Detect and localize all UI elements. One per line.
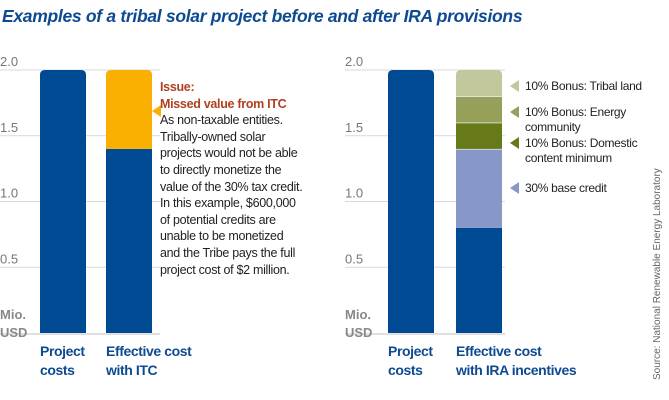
category-line: with IRA incentives [456,362,577,378]
legend-label: 10% Bonus: Domestic [525,136,638,150]
y-tick-label: 1.0 [0,186,18,201]
category-label-effective-ira: Effective cost with IRA incentives [456,342,577,380]
arrow-icon [510,137,519,149]
legend-base-credit: 30% base credit [525,181,607,196]
issue-annotation: Issue: Missed value from ITC As non-taxa… [160,79,303,278]
bar-segment [456,96,502,123]
legend-label: 10% Bonus: Energy [525,105,626,119]
category-line: costs [388,362,423,378]
y-tick-label: 0.5 [0,251,18,266]
issue-heading: Issue: [160,80,195,94]
legend-label: 10% Bonus: Tribal land [525,79,642,93]
category-line: Effective cost [106,343,192,359]
annotation-line: In this example, $600,000 [160,196,296,211]
annotation-line: and the Tribe pays the full [160,245,296,260]
bar-segment [456,122,502,149]
category-line: Effective cost [456,343,542,359]
y-tick-label: 0.5 [345,251,363,266]
legend-tribal-land: 10% Bonus: Tribal land [525,79,642,94]
annotation-line: Tribally-owned solar [160,129,266,144]
category-label-project-costs: Project costs [40,342,85,380]
bar-segment [456,70,502,97]
bar-segment [388,70,434,333]
legend-energy-community: 10% Bonus: Energy community [525,105,626,135]
category-label-effective-itc: Effective cost with ITC [106,342,192,380]
annotation-line: to directly monetize the [160,162,282,177]
chart-title: Examples of a tribal solar project befor… [2,6,523,26]
legend-label: 30% base credit [525,181,607,195]
annotation-line: unable to be monetized [160,229,284,244]
arrow-icon [152,105,161,117]
bar-segment [40,70,86,333]
bar-segment [106,70,152,149]
arrow-icon [510,80,519,92]
legend-domestic-content: 10% Bonus: Domestic content minimum [525,136,638,166]
y-tick-label: 1.5 [0,120,18,135]
annotation-line: of potential credits are [160,212,276,227]
y-tick-label: 1.5 [345,120,363,135]
category-label-project-costs-2: Project costs [388,342,433,380]
category-line: Project [40,343,85,359]
y-axis-label: USD [345,325,372,340]
y-tick-label: 2.0 [0,54,18,69]
category-line: Project [388,343,433,359]
issue-text: As non-taxable entities. Tribally-owned s… [160,112,303,278]
legend-label: content minimum [525,151,612,165]
y-tick-label: 2.0 [345,54,363,69]
y-axis-label: Mio. [345,307,371,322]
annotation-line: projects would not be able [160,146,298,161]
bar-segment [106,148,152,333]
bar-segment [456,148,502,228]
arrow-icon [510,182,519,194]
arrow-icon [510,106,519,118]
bar-segment [456,227,502,333]
annotation-line: As non-taxable entities. [160,113,283,128]
y-tick-label: 1.0 [345,186,363,201]
y-axis-label: USD [0,325,27,340]
category-line: with ITC [106,362,158,378]
legend-label: community [525,120,581,134]
issue-subheading: Missed value from ITC [160,96,287,111]
annotation-line: value of the 30% tax credit. [160,179,303,194]
source-note: Source: National Renewable Energy Labora… [652,168,663,380]
annotation-line: project cost of $2 million. [160,262,290,277]
y-axis-label: Mio. [0,307,26,322]
category-line: costs [40,362,75,378]
